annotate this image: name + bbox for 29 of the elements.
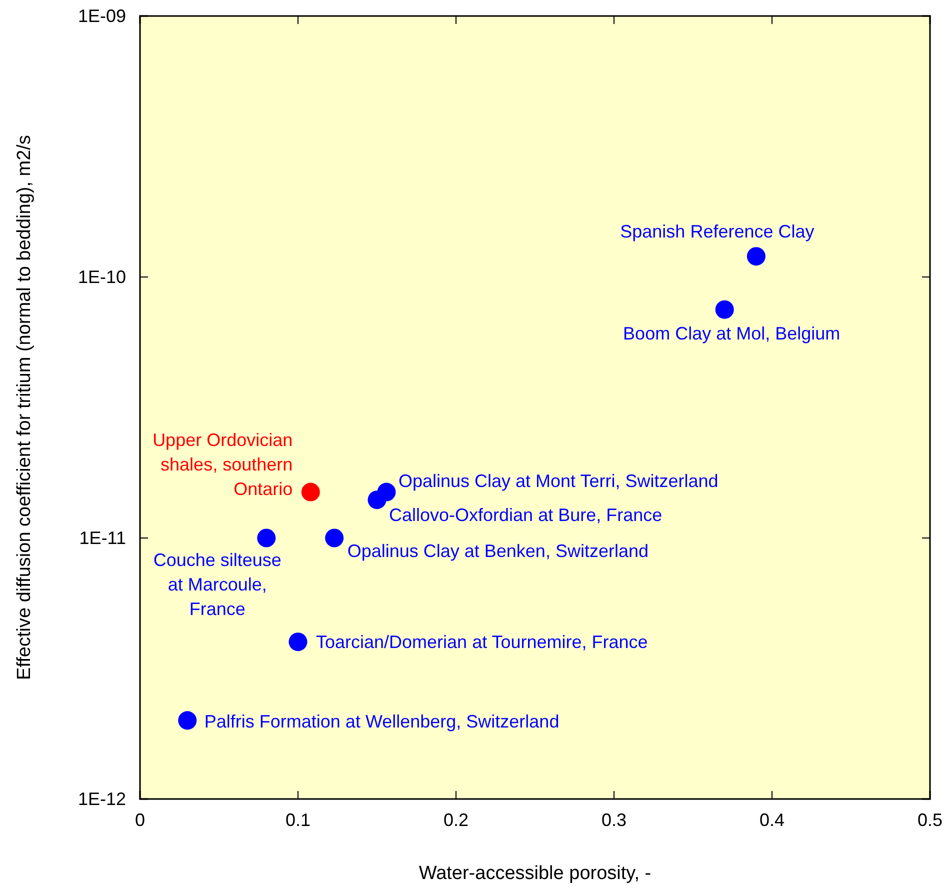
point	[301, 482, 320, 502]
x-axis-title: Water-accessible porosity, -	[418, 863, 652, 884]
x-tick-label: 0.2	[443, 810, 469, 830]
y-tick-label: 1E-11	[79, 528, 126, 548]
y-tick-label: 1E-10	[78, 266, 126, 287]
annotation: Upper Ordovician shales, southern Ontario	[152, 430, 293, 500]
point	[746, 247, 766, 266]
x-tick-label: 0.5	[917, 810, 943, 830]
annotation: Palfris Formation at Wellenberg, Switzerland	[204, 711, 560, 732]
y-tick-label: 1E-09	[78, 6, 126, 26]
point	[715, 300, 734, 319]
x-tick-label: 0.1	[285, 810, 311, 830]
annotation: Callovo-Oxfordian at Bure, France	[389, 504, 662, 525]
y-axis-title: Effective diffusion coefficient for tritium (normal to bedding), m2/s	[14, 135, 35, 680]
annotation: Opalinus Clay at Benken, Switzerland	[347, 541, 649, 561]
annotation: Spanish Reference Clay	[620, 221, 814, 242]
point	[178, 711, 197, 730]
annotation: Boom Clay at Mol, Belgium	[623, 324, 840, 344]
x-tick-label: 0	[134, 810, 146, 830]
annotation: Toarcian/Domerian at Tournemire, France	[316, 632, 648, 652]
x-tick-label: 0.4	[759, 810, 785, 830]
point	[368, 490, 386, 510]
point	[257, 528, 276, 548]
annotation: Couche silteuse at Marcoule, France	[153, 550, 282, 619]
point	[325, 528, 344, 548]
annotation: Opalinus Clay at Mont Terri, Switzerland	[398, 471, 718, 492]
y-tick-label: 1E-12	[78, 788, 126, 809]
point	[288, 632, 308, 652]
x-tick-label: 0.3	[601, 810, 627, 830]
